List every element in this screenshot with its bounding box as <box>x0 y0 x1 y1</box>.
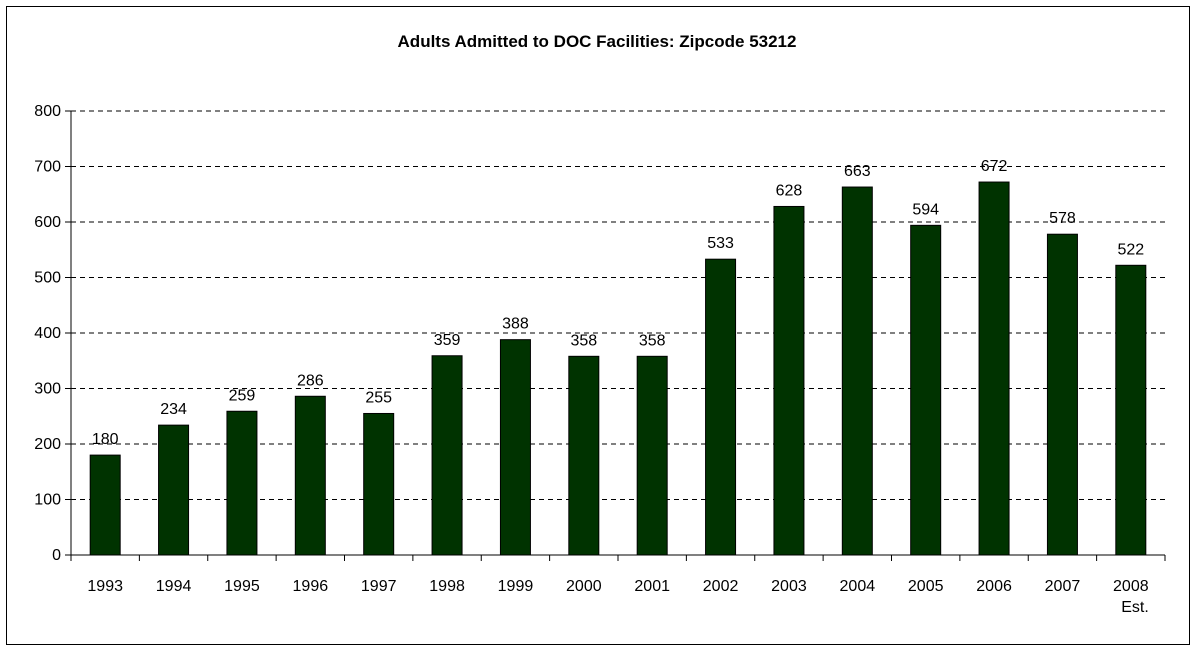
bar <box>705 258 737 556</box>
y-tick-label: 500 <box>34 270 61 287</box>
data-label: 663 <box>844 163 871 180</box>
data-label: 259 <box>229 387 256 404</box>
y-tick-label: 100 <box>34 492 61 509</box>
x-tick-label: 1994 <box>156 578 192 595</box>
x-tick-label: 1995 <box>224 578 260 595</box>
bar <box>158 424 190 556</box>
y-tick-label: 800 <box>34 103 61 120</box>
x-tick-label: 1999 <box>498 578 534 595</box>
chart-frame: Adults Admitted to DOC Facilities: Zipco… <box>6 6 1190 645</box>
x-tick-label: 2008 <box>1113 578 1149 595</box>
bar <box>841 186 873 556</box>
data-label: 358 <box>570 332 597 349</box>
bar <box>363 412 395 556</box>
data-label: 358 <box>639 332 666 349</box>
bar <box>1046 233 1078 556</box>
data-label: 533 <box>707 235 734 252</box>
bar <box>1115 264 1147 556</box>
bar <box>978 181 1010 556</box>
bar <box>910 224 942 556</box>
data-label: 180 <box>92 431 119 448</box>
x-tick-label: 2007 <box>1045 578 1081 595</box>
data-label: 388 <box>502 316 529 333</box>
data-label: 594 <box>912 201 939 218</box>
x-tick-sublabel: Est. <box>1121 599 1149 616</box>
x-tick-label: 2000 <box>566 578 602 595</box>
data-label: 255 <box>365 389 392 406</box>
x-tick-label: 1996 <box>293 578 329 595</box>
chart-title: Adults Admitted to DOC Facilities: Zipco… <box>398 32 797 51</box>
data-label: 234 <box>160 401 187 418</box>
data-label: 628 <box>776 182 803 199</box>
x-tick-label: 1993 <box>87 578 123 595</box>
y-tick-label: 400 <box>34 325 61 342</box>
bar <box>499 339 531 556</box>
y-tick-label: 700 <box>34 159 61 176</box>
data-label: 359 <box>434 332 461 349</box>
data-label: 672 <box>981 158 1008 175</box>
x-tick-label: 2002 <box>703 578 739 595</box>
bar <box>568 355 600 556</box>
data-label: 578 <box>1049 210 1076 227</box>
bar-chart: Adults Admitted to DOC Facilities: Zipco… <box>34 32 1166 616</box>
bar <box>636 355 668 556</box>
bar <box>89 454 121 556</box>
x-tick-label: 2003 <box>771 578 807 595</box>
bar <box>773 205 805 556</box>
data-label: 286 <box>297 372 324 389</box>
x-tick-label: 2001 <box>634 578 670 595</box>
x-tick-label: 2005 <box>908 578 944 595</box>
y-tick-label: 0 <box>52 547 61 564</box>
x-tick-label: 1997 <box>361 578 397 595</box>
x-tick-label: 2004 <box>840 578 876 595</box>
x-tick-label: 2006 <box>976 578 1012 595</box>
y-tick-label: 600 <box>34 214 61 231</box>
data-label: 522 <box>1117 241 1144 258</box>
bar <box>431 355 463 556</box>
bar <box>294 395 326 556</box>
bar <box>226 410 258 556</box>
y-tick-label: 200 <box>34 436 61 453</box>
y-tick-label: 300 <box>34 381 61 398</box>
x-tick-label: 1998 <box>429 578 465 595</box>
